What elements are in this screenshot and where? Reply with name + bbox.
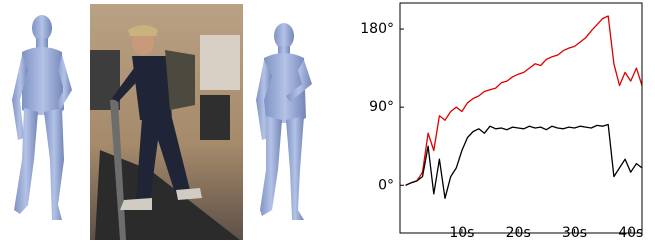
y-tick-label: 180° xyxy=(360,21,394,37)
series-line xyxy=(406,125,642,199)
body-model-left xyxy=(12,15,72,220)
body-model-right xyxy=(256,23,312,220)
y-tick-label: 0° xyxy=(378,177,394,193)
figure: 0°90°180°10s20s30s40s xyxy=(0,0,655,243)
y-tick-label: 90° xyxy=(369,99,394,115)
plot-frame xyxy=(400,3,642,233)
series-line xyxy=(406,16,642,185)
photo xyxy=(90,4,243,240)
